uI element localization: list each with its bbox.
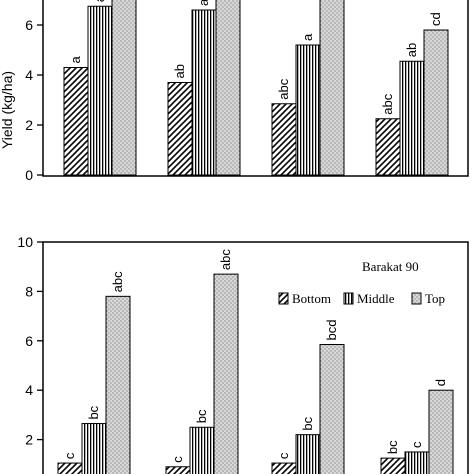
bar-significance-label: c (409, 441, 424, 448)
bar-top (215, 0, 241, 176)
bottom-plot-frame (42, 241, 469, 474)
bottom-bar-labels: c bc abc c bc abc c bc bcd bc c d (62, 249, 448, 463)
top-bar-labels: a a ab a abc a abc ab cd (68, 0, 443, 115)
legend-label-bottom: Bottom (292, 291, 331, 306)
bar-middle (404, 451, 430, 474)
y-tick-label: 2 (25, 117, 33, 133)
bar-significance-label: bc (194, 409, 209, 423)
bar-top (213, 273, 239, 474)
y-tick-label: 10 (17, 234, 33, 250)
bar-significance-label: a (68, 56, 83, 64)
bar-top (319, 344, 345, 474)
y-tick-label: 4 (25, 67, 33, 83)
bar-top (319, 0, 345, 176)
bar-middle (295, 434, 321, 474)
bar-bottom (167, 82, 193, 176)
bar-bottom (165, 466, 191, 474)
bar-significance-label: c (62, 452, 77, 459)
bar-significance-label: a (196, 0, 211, 6)
y-tick-label: 6 (25, 17, 33, 33)
chart-bottom: c bc abc c bc abc c bc bcd bc c d 2 4 6 8 10 Barakat 90… (17, 234, 469, 474)
legend-label-middle: Middle (357, 291, 395, 306)
bar-significance-label: abc (380, 93, 395, 114)
bar-middle (87, 5, 113, 176)
legend-swatch-middle (343, 292, 354, 305)
top-bars (63, 0, 449, 176)
bar-bottom (57, 462, 83, 474)
bar-middle (399, 60, 425, 176)
legend: Bottom Middle Top (278, 291, 445, 306)
bar-top (105, 295, 131, 474)
bar-significance-label: c (276, 452, 291, 459)
bottom-bars (57, 273, 454, 474)
top-y-ticks: 0 2 4 6 (25, 17, 43, 183)
bar-bottom (380, 457, 406, 474)
bar-significance-label: bc (86, 405, 101, 419)
legend-swatch-top (411, 292, 422, 305)
bar-significance-label: cd (428, 12, 443, 26)
y-tick-label: 4 (25, 382, 33, 398)
bar-significance-label: bc (385, 440, 400, 454)
bar-bottom (375, 118, 401, 176)
bar-significance-label: ab (404, 43, 419, 57)
y-tick-label: 8 (25, 283, 33, 299)
bar-top (111, 0, 137, 176)
bar-middle (81, 423, 107, 474)
legend-label-top: Top (425, 291, 445, 306)
legend-swatch-bottom (278, 292, 289, 305)
bar-significance-label: a (300, 33, 315, 41)
bar-bottom (63, 67, 89, 176)
bar-significance-label: c (170, 456, 185, 463)
bar-significance-label: ab (172, 64, 187, 78)
bottom-y-ticks: 2 4 6 8 10 (17, 234, 43, 448)
bar-significance-label: bcd (324, 320, 339, 341)
bar-significance-label: a (92, 0, 107, 2)
bar-significance-label: bc (300, 416, 315, 430)
y-tick-label: 2 (25, 432, 33, 448)
bar-top (423, 29, 449, 176)
bar-significance-label: abc (110, 271, 125, 292)
y-axis-label: Yield (kg/ha) (0, 71, 15, 149)
bar-significance-label: abc (276, 78, 291, 99)
bar-significance-label: abc (218, 249, 233, 270)
y-tick-label: 0 (25, 167, 33, 183)
bar-bottom (271, 462, 297, 474)
y-tick-label: 6 (25, 333, 33, 349)
bar-bottom (271, 103, 297, 176)
chart-top: a a ab a abc a abc ab cd 0 2 4 6 (25, 0, 469, 183)
chart-title: Barakat 90 (362, 259, 419, 274)
bar-top (428, 389, 454, 474)
bar-middle (189, 426, 215, 474)
bar-significance-label: d (433, 379, 448, 386)
bar-middle (191, 9, 217, 176)
top-plot-frame (42, 0, 469, 177)
bar-middle (295, 44, 321, 176)
